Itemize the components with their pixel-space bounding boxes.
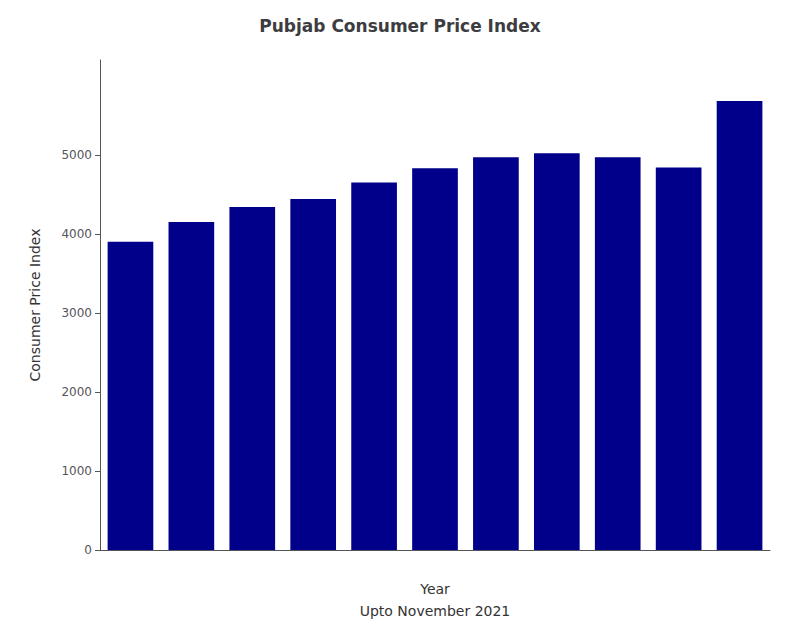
svg-text:Upto November 2021: Upto November 2021: [360, 603, 511, 619]
svg-text:4000: 4000: [61, 227, 92, 241]
svg-text:0: 0: [84, 543, 92, 557]
svg-text:2000: 2000: [61, 385, 92, 399]
svg-text:5000: 5000: [61, 148, 92, 162]
svg-text:Pubjab Consumer Price Index: Pubjab Consumer Price Index: [259, 16, 540, 36]
svg-text:3000: 3000: [61, 306, 92, 320]
svg-text:1000: 1000: [61, 464, 92, 478]
svg-text:Year: Year: [419, 581, 450, 597]
svg-text:Consumer Price Index: Consumer Price Index: [27, 229, 43, 382]
